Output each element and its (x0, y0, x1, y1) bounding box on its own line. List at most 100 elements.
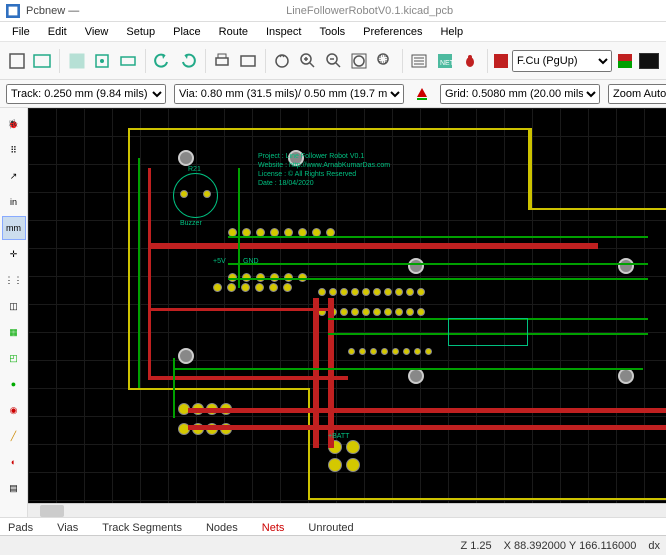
contrast-icon[interactable]: ◐ (2, 450, 26, 474)
footprint-editor-button[interactable] (92, 48, 114, 74)
polar-icon[interactable]: ↗ (2, 164, 26, 188)
zoom-in-button[interactable] (297, 48, 319, 74)
status-bar: Z 1.25 X 88.392000 Y 166.116000 dx (0, 535, 666, 555)
drc-icon[interactable]: 🐞 (2, 112, 26, 136)
redo-button[interactable] (177, 48, 199, 74)
scripting-button[interactable] (638, 48, 660, 74)
mounting-hole (618, 258, 634, 274)
silk-website: Website : http://www.ArnabKumarDas.com (258, 162, 390, 170)
print-icon (213, 52, 231, 70)
silk-5v: +5V (213, 258, 226, 266)
menu-inspect[interactable]: Inspect (258, 24, 309, 40)
zoom-out-button[interactable] (323, 48, 345, 74)
scrollbar-thumb[interactable] (40, 505, 64, 517)
menu-setup[interactable]: Setup (118, 24, 163, 40)
track-show-icon[interactable]: ╱ (2, 424, 26, 448)
trace-front-cu (328, 298, 334, 448)
mounting-hole (178, 150, 194, 166)
layer-selector[interactable]: F.Cu (PgUp) (494, 50, 634, 72)
zoom-selection-button[interactable] (374, 48, 396, 74)
footprint-icon (93, 52, 111, 70)
plot-icon (239, 52, 257, 70)
bug-icon (461, 52, 479, 70)
menu-preferences[interactable]: Preferences (355, 24, 430, 40)
via-show-icon[interactable]: ◉ (2, 398, 26, 422)
outline-icon[interactable]: ◫ (2, 294, 26, 318)
footprint-viewer-button[interactable] (117, 48, 139, 74)
layer-pair-button[interactable] (616, 52, 634, 70)
pad (417, 308, 425, 316)
pads-label: Pads (8, 522, 33, 534)
layer-pair-icon (618, 54, 632, 68)
menu-file[interactable]: File (4, 24, 38, 40)
plot-button[interactable] (237, 48, 259, 74)
coords-status: X 88.392000 Y 166.116000 (504, 540, 637, 552)
svg-text:NET: NET (440, 60, 454, 67)
zone-outline-icon[interactable]: ◰ (2, 346, 26, 370)
open-button[interactable] (32, 48, 54, 74)
track-width-select[interactable]: Track: 0.250 mm (9.84 mils) * (6, 84, 166, 104)
menu-edit[interactable]: Edit (40, 24, 75, 40)
canvas-area[interactable]: Project : Line Follower Robot V0.1Websit… (28, 108, 666, 517)
menu-view[interactable]: View (77, 24, 117, 40)
zoom-in-icon (299, 52, 317, 70)
pad (283, 283, 292, 292)
board-setup-button[interactable] (66, 48, 88, 74)
inch-icon[interactable]: in (2, 190, 26, 214)
zoom-fit-button[interactable] (348, 48, 370, 74)
pcb-canvas[interactable]: Project : Line Follower Robot V0.1Websit… (28, 108, 666, 503)
zoom-select[interactable]: Zoom Auto (608, 84, 666, 104)
script-icon (639, 53, 659, 69)
trace-front-cu (313, 298, 319, 448)
pad (227, 283, 236, 292)
pad (370, 348, 377, 355)
menu-tools[interactable]: Tools (311, 24, 353, 40)
trace-back-cu (238, 168, 240, 288)
pad-fill-icon[interactable]: ● (2, 372, 26, 396)
list-icon (410, 52, 428, 70)
footprint-list-button[interactable] (408, 48, 430, 74)
mounting-hole (618, 368, 634, 384)
pad (425, 348, 432, 355)
footprint-view-icon (119, 52, 137, 70)
print-button[interactable] (212, 48, 234, 74)
menu-help[interactable]: Help (432, 24, 471, 40)
pad (340, 308, 348, 316)
mm-icon[interactable]: mm (2, 216, 26, 240)
grid-select[interactable]: Grid: 0.5080 mm (20.00 mils) (440, 84, 600, 104)
ratsnest-icon[interactable]: ⋮⋮ (2, 268, 26, 292)
pad (395, 288, 403, 296)
zoom-redraw-button[interactable] (272, 48, 294, 74)
open-icon (33, 52, 51, 70)
horizontal-scrollbar[interactable] (28, 503, 666, 517)
pad (392, 348, 399, 355)
netlist-button[interactable]: NET (434, 48, 456, 74)
silk-gnd: GND (243, 258, 259, 266)
via-up-icon[interactable] (412, 81, 432, 107)
pad (414, 348, 421, 355)
menu-route[interactable]: Route (211, 24, 256, 40)
ic-outline (448, 318, 528, 346)
layer-dropdown[interactable]: F.Cu (PgUp) (512, 50, 612, 72)
layers-icon[interactable]: ▤ (2, 476, 26, 500)
zoom-fit-icon (350, 52, 368, 70)
trace-back-cu (228, 236, 648, 238)
undo-button[interactable] (152, 48, 174, 74)
drc-button[interactable] (460, 48, 482, 74)
dots-icon[interactable]: ⠿ (2, 138, 26, 162)
menu-place[interactable]: Place (165, 24, 209, 40)
trace-front-cu (188, 408, 666, 413)
redraw-icon (273, 52, 291, 70)
cursor-icon[interactable]: ✛ (2, 242, 26, 266)
zone-fill-icon[interactable]: ▦ (2, 320, 26, 344)
trace-back-cu (173, 358, 175, 418)
pad (351, 288, 359, 296)
new-board-button[interactable] (6, 48, 28, 74)
pad (329, 288, 337, 296)
silk-buzzer: Buzzer (180, 220, 202, 228)
tracks-label: Track Segments (102, 522, 182, 534)
unrouted-label: Unrouted (308, 522, 353, 534)
via-size-select[interactable]: Via: 0.80 mm (31.5 mils)/ 0.50 mm (19.7 … (174, 84, 404, 104)
pad (362, 308, 370, 316)
board-icon (8, 52, 26, 70)
